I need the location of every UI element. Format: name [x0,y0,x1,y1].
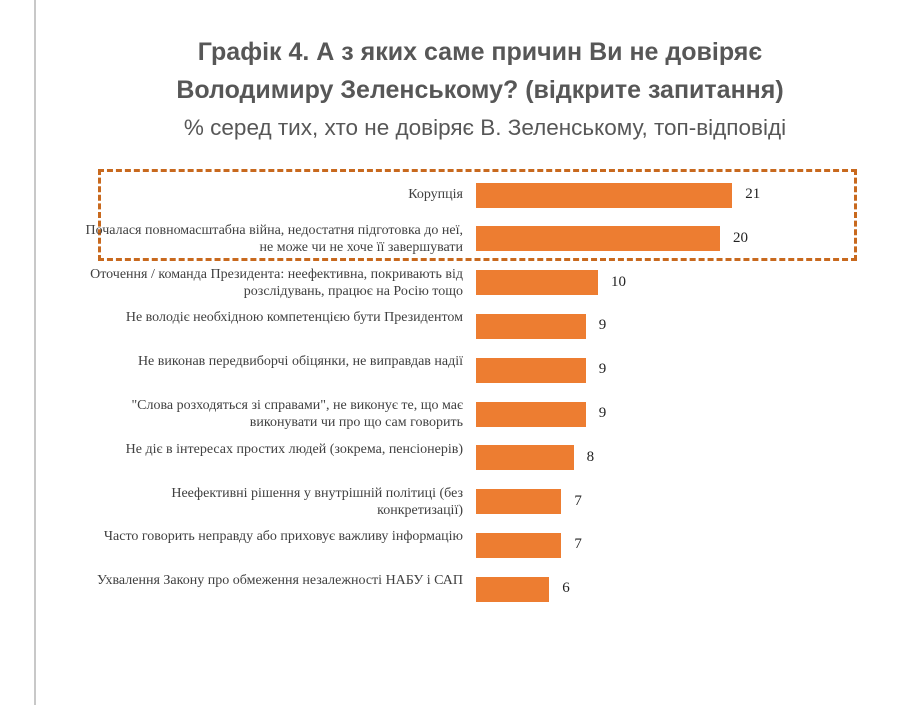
bar [476,270,598,296]
category-label: Не діє в інтересах простих людей (зокрем… [125,441,463,457]
bar [476,489,562,515]
category-label: Оточення / команда Президента: неефектив… [90,266,463,299]
highlight-box [98,169,857,261]
data-label: 21 [745,186,761,202]
category-label: Почалася повномасштабна війна, недостатн… [85,222,464,255]
category-label: Корупція [408,187,463,202]
page-border [34,0,36,705]
bar [476,532,562,558]
bar [476,576,550,602]
category-label: Не виконав передвиборчі обіцянки, не вип… [137,354,463,370]
category-label: Часто говорить неправду або приховує важ… [103,529,463,545]
data-label: 7 [574,492,582,509]
data-label: 7 [574,536,582,553]
data-label: 6 [562,580,570,597]
bar [476,445,574,471]
data-label: 9 [598,405,607,421]
bar [476,401,586,427]
data-label: 20 [733,229,748,246]
category-label: Неефективні рішення у внутрішній політиц… [171,485,463,518]
chart-title-line-1: Графік 4. А з яких саме причин Ви не дов… [197,38,763,66]
bar [476,182,733,208]
bar [476,313,586,339]
category-label: Ухвалення Закону про обмеження незалежно… [97,573,463,589]
bar [476,357,586,383]
data-label: 9 [598,317,607,334]
data-label: 10 [611,273,626,290]
chart-title-line-2: Володимиру Зеленському? (відкрите запита… [176,76,784,104]
category-label: Не володіє необхідною компетенцією бути … [125,310,463,326]
category-label: "Слова розходяться зі справами", не вико… [131,398,463,430]
chart-subtitle: % серед тих, хто не довіряє В. Зеленсько… [183,115,787,140]
bar [476,226,720,252]
data-label: 8 [586,448,595,465]
data-label: 9 [598,361,607,378]
